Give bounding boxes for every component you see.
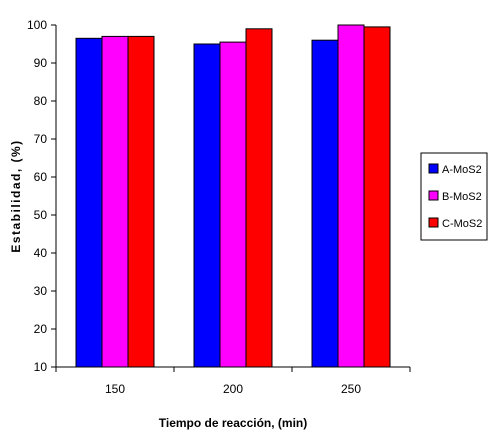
y-tick-label: 50 [34,208,48,222]
bar-c-mos2-150 [127,35,155,368]
y-tick-label: 90 [34,56,48,70]
x-axis-ticks: 150 200 250 [55,367,411,396]
y-tick-label: 100 [27,18,47,32]
x-tick-label: 200 [223,382,243,396]
bar-b-mos2-250 [337,24,365,368]
legend-swatch [428,217,439,228]
y-tick-label: 80 [34,94,48,108]
y-axis-ticks: 10 20 30 40 50 60 70 80 90 100 [27,18,56,374]
bar-b-mos2-200 [219,41,247,368]
legend-label: C-MoS2 [442,218,482,230]
y-tick-label: 70 [34,132,48,146]
bar-a-mos2-150 [75,37,103,368]
legend-swatch [428,163,439,174]
bar-a-mos2-250 [311,39,339,368]
x-tick-label: 150 [105,382,125,396]
legend-items: A-MoS2 B-MoS2 C-MoS2 [428,163,482,230]
bar-a-mos2-200 [193,43,221,368]
y-tick-label: 40 [34,246,48,260]
y-tick-label: 10 [34,360,48,374]
legend: A-MoS2 B-MoS2 C-MoS2 [420,152,488,241]
legend-swatch [428,190,439,201]
y-tick-label: 30 [34,284,48,298]
bar-c-mos2-200 [245,28,273,368]
bar-b-mos2-150 [101,35,129,368]
y-axis-title: Estabilidad, (%) [9,139,23,252]
legend-label: B-MoS2 [442,191,482,203]
bars-group [75,24,391,368]
legend-label: A-MoS2 [442,164,482,176]
x-tick-label: 250 [341,382,361,396]
x-axis-title: Tiempo de reacción, (min) [159,416,307,430]
bar-c-mos2-250 [363,26,391,368]
y-tick-label: 60 [34,170,48,184]
y-tick-label: 20 [34,322,48,336]
